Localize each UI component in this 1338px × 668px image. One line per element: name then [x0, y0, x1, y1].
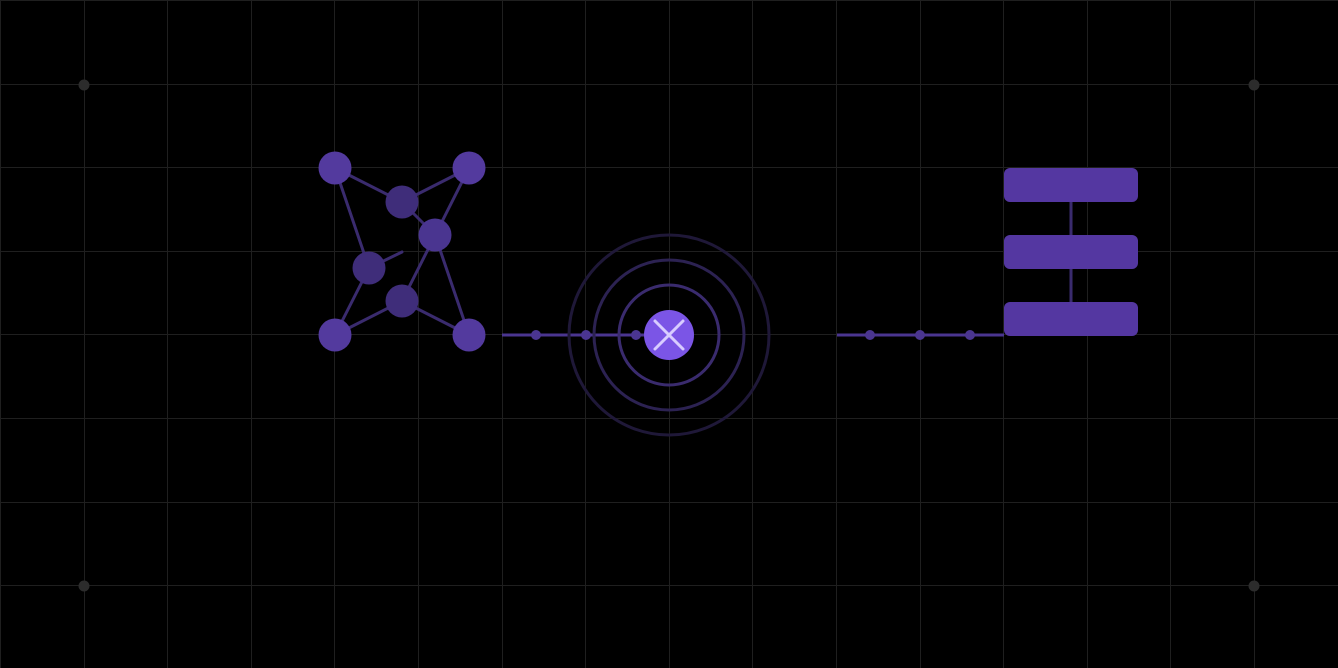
network-node: [418, 218, 452, 252]
inner-ring: [617, 283, 721, 387]
left-connector: [502, 330, 660, 340]
stack-block-middle: [1004, 235, 1138, 269]
grid-corner-dot: [78, 580, 90, 592]
network-edge: [433, 233, 471, 337]
network-edge: [333, 166, 371, 270]
connector-dot: [581, 330, 591, 340]
grid-corner-dot: [1248, 580, 1260, 592]
stack: [1004, 168, 1138, 336]
close-x-icon: [653, 319, 685, 351]
connector-dot: [531, 330, 541, 340]
outer-ring: [567, 233, 771, 437]
network-node: [452, 318, 486, 352]
connector-dot: [915, 330, 925, 340]
grid-corner-dots: [78, 79, 1260, 592]
connector-dot: [631, 330, 641, 340]
signal-rings: [567, 233, 771, 437]
grid-corner-dot: [1248, 79, 1260, 91]
network-node: [385, 185, 419, 219]
network-node: [318, 318, 352, 352]
network-node: [385, 284, 419, 318]
right-connector: [837, 330, 1004, 340]
middle-ring: [592, 258, 746, 412]
stack-block-top: [1004, 168, 1138, 202]
stack-block-bottom: [1004, 302, 1138, 336]
network-node: [352, 251, 386, 285]
network-node: [452, 151, 486, 185]
grid-corner-dot: [78, 79, 90, 91]
network-node: [318, 151, 352, 185]
network-nodes: [318, 151, 486, 352]
network-graph: [318, 151, 486, 352]
connector-dot: [865, 330, 875, 340]
connector-dot: [965, 330, 975, 340]
center-node: [644, 310, 694, 360]
